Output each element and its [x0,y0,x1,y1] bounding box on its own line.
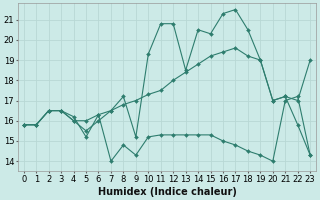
X-axis label: Humidex (Indice chaleur): Humidex (Indice chaleur) [98,187,236,197]
